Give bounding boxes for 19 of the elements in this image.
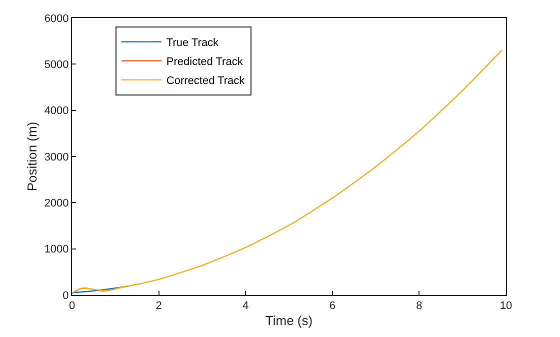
- y-tick-label: 4000: [44, 105, 69, 118]
- y-tick-label: 6000: [44, 12, 69, 25]
- y-axis-title: Position (m): [24, 122, 40, 192]
- line-series: [72, 50, 502, 294]
- x-tick-label: 4: [242, 300, 249, 312]
- x-tick-label: 6: [329, 300, 336, 312]
- x-axis-title: Time (s): [265, 312, 313, 328]
- y-tick-label: 1000: [44, 244, 69, 256]
- x-tick-label: 2: [156, 300, 162, 312]
- legend-label: Predicted Track: [166, 56, 244, 68]
- x-tick-label: 10: [500, 300, 512, 312]
- y-tick-label: 2000: [44, 198, 69, 210]
- line-series: [72, 286, 130, 294]
- x-tick-label: 8: [416, 300, 422, 312]
- y-tick-label: 3000: [44, 151, 69, 164]
- y-tick-label: 0: [62, 290, 69, 302]
- legend-label: True Track: [166, 37, 220, 50]
- y-tick-label: 5000: [44, 59, 69, 72]
- legend-label: Corrected Track: [166, 75, 246, 88]
